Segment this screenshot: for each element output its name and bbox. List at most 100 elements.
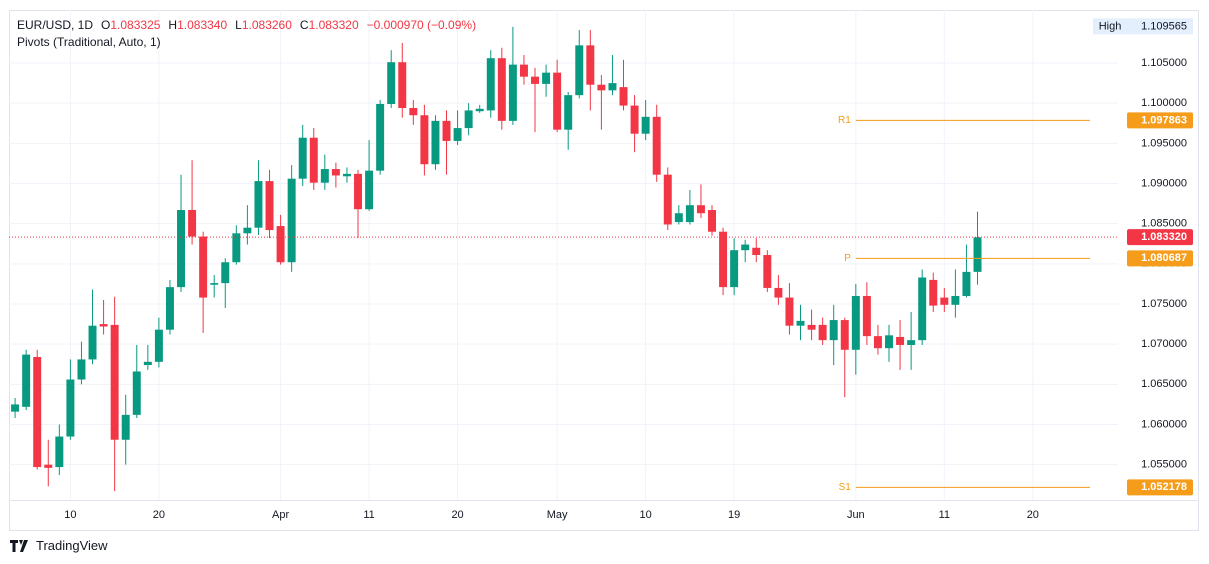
candle-body bbox=[575, 45, 584, 96]
candle-body bbox=[177, 210, 186, 288]
candle-body bbox=[88, 325, 97, 360]
ohlc-item: C1.083320 bbox=[300, 17, 359, 34]
x-tick-label: Apr bbox=[272, 509, 289, 521]
candle-body bbox=[918, 277, 927, 341]
candle-body bbox=[121, 414, 130, 440]
candle-body bbox=[287, 178, 296, 263]
candle-body bbox=[531, 76, 539, 84]
y-tick-label: 1.100000 bbox=[1141, 97, 1187, 109]
pivot-price-box bbox=[1127, 479, 1193, 496]
x-tick-label: 11 bbox=[363, 509, 374, 521]
y-tick-label: 1.070000 bbox=[1141, 338, 1187, 350]
high-name: High bbox=[1099, 20, 1122, 32]
ohlc-key: C bbox=[299, 18, 309, 32]
candle-body bbox=[464, 110, 473, 129]
candle-body bbox=[376, 103, 385, 171]
candle-body bbox=[320, 169, 329, 183]
pivot-price-label: 1.080687 bbox=[1141, 252, 1187, 264]
candle-body bbox=[442, 120, 451, 141]
candle-body bbox=[519, 64, 528, 77]
y-tick-label: 1.055000 bbox=[1141, 459, 1187, 471]
x-tick-label: 20 bbox=[451, 509, 463, 521]
pivot-price-label: 1.052178 bbox=[1141, 481, 1187, 493]
ohlc-value: 1.083260 bbox=[241, 18, 292, 32]
candle-body bbox=[276, 226, 285, 263]
indicator-row: Pivots (Traditional, Auto, 1) bbox=[17, 34, 476, 51]
candle-body bbox=[77, 359, 86, 380]
candle-body bbox=[265, 181, 274, 231]
pivot-price-box bbox=[1127, 250, 1193, 267]
candle-body bbox=[840, 320, 849, 350]
grid bbox=[9, 10, 1118, 500]
candle-body bbox=[885, 335, 893, 349]
candle-body bbox=[132, 371, 141, 415]
candle-body bbox=[774, 287, 783, 298]
candle-body bbox=[398, 62, 407, 108]
candle-body bbox=[342, 173, 351, 177]
candle-body bbox=[851, 295, 860, 350]
y-tick-label: 1.065000 bbox=[1141, 378, 1187, 390]
pivot-name: S1 bbox=[839, 482, 852, 493]
candle-body bbox=[387, 62, 396, 104]
x-tick-label: Jun bbox=[847, 509, 865, 521]
candle-body bbox=[22, 354, 31, 407]
chart-frame bbox=[9, 10, 1199, 531]
ohlc-value: 1.083325 bbox=[110, 18, 161, 32]
x-tick-label: 10 bbox=[64, 509, 76, 521]
candle-body bbox=[862, 295, 871, 337]
candle-body bbox=[564, 95, 573, 130]
pivot-name: R1 bbox=[838, 115, 851, 126]
candle-body bbox=[154, 329, 163, 362]
candle-body bbox=[232, 233, 241, 263]
candle-body bbox=[929, 279, 938, 306]
ohlc-value: 1.083320 bbox=[308, 18, 359, 32]
pivot-price-box bbox=[1127, 112, 1193, 129]
candle-body bbox=[730, 250, 739, 288]
ohlc-key: L bbox=[235, 18, 242, 32]
candle-body bbox=[165, 287, 174, 330]
last-price-box bbox=[1127, 229, 1193, 246]
candle-body bbox=[597, 84, 606, 91]
candle-body bbox=[873, 336, 882, 349]
candle-body bbox=[99, 324, 108, 327]
candle-body bbox=[719, 231, 728, 288]
candle-body bbox=[785, 297, 794, 326]
candle-body bbox=[309, 137, 318, 183]
x-tick-label: 20 bbox=[153, 509, 165, 521]
plot: R1 P S1 bbox=[9, 26, 1118, 493]
candle-body bbox=[674, 213, 683, 223]
x-tick-label: 19 bbox=[728, 509, 740, 521]
candle-body bbox=[652, 116, 661, 175]
ohlc-key: O bbox=[101, 18, 111, 32]
candle-body bbox=[973, 237, 982, 272]
axes: 1.055000 1.060000 1.065000 1.070000 1.075000… bbox=[64, 18, 1193, 521]
candle-body bbox=[741, 244, 750, 251]
candle-body bbox=[962, 271, 971, 296]
candle-body bbox=[475, 108, 484, 112]
x-tick-label: 10 bbox=[640, 509, 652, 521]
candle-body bbox=[497, 58, 506, 121]
candle-body bbox=[243, 227, 252, 234]
ohlc-value: 1.083340 bbox=[177, 18, 228, 32]
candle-body bbox=[663, 174, 672, 225]
candle-body bbox=[331, 169, 340, 176]
candle-body bbox=[829, 320, 838, 341]
pivot-name: P bbox=[844, 253, 851, 264]
x-tick-label: May bbox=[547, 509, 568, 521]
candle-body bbox=[44, 464, 53, 468]
candle-body bbox=[453, 128, 462, 141]
x-tick-label: 11 bbox=[939, 509, 950, 521]
candle-body bbox=[298, 137, 307, 179]
last-price-label: 1.083320 bbox=[1141, 231, 1187, 243]
legend: EUR/USD, 1D O1.083325 H1.083340 L1.083260 C… bbox=[17, 17, 476, 51]
candle-body bbox=[818, 324, 827, 341]
candle-body bbox=[11, 404, 20, 412]
candle-body bbox=[354, 173, 362, 210]
candle-body bbox=[55, 436, 64, 468]
candle-body bbox=[143, 361, 152, 366]
candle-body bbox=[796, 320, 805, 326]
candle-body bbox=[110, 324, 119, 440]
ohlc-key: H bbox=[168, 18, 178, 32]
